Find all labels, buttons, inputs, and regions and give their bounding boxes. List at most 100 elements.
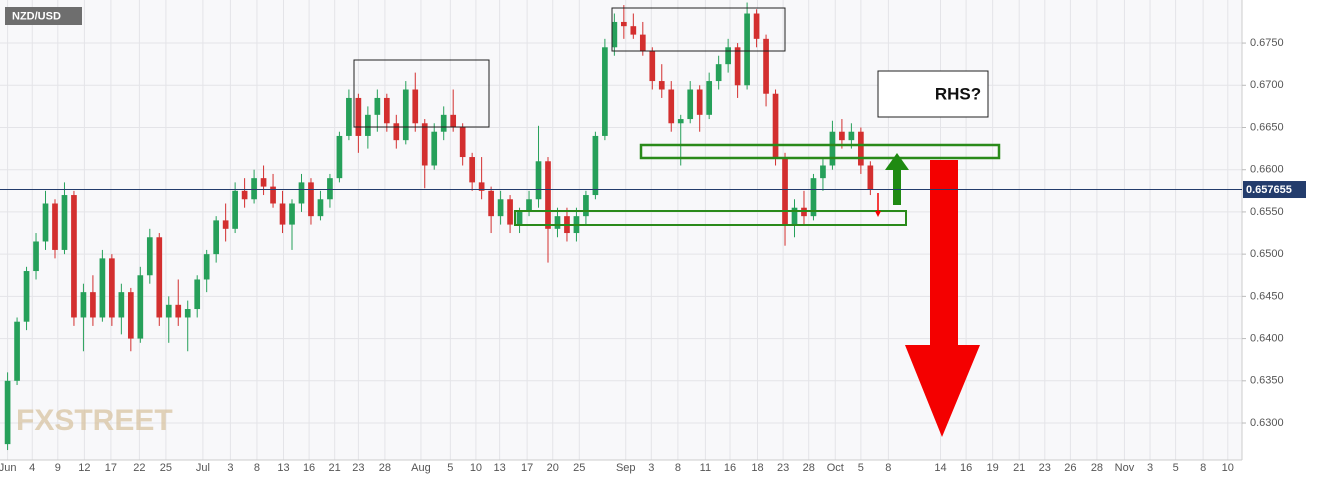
candle-body (42, 203, 49, 242)
candle-body (317, 199, 324, 217)
candle-body (497, 199, 504, 217)
x-tick-label: 12 (78, 462, 90, 474)
y-tick-label: 0.6400 (1250, 332, 1284, 344)
x-tick-label: 8 (1200, 462, 1206, 474)
x-tick-label: Aug (411, 462, 431, 474)
candle-body (260, 178, 267, 187)
candle-body (99, 258, 106, 318)
x-tick-label: 3 (1147, 462, 1153, 474)
candle-body (820, 165, 826, 179)
candle-body (763, 38, 769, 94)
candle-body (251, 178, 257, 200)
candle-body (109, 258, 115, 318)
candle-body (839, 131, 845, 141)
candle-body (431, 131, 438, 166)
x-tick-label: 16 (724, 462, 736, 474)
y-tick-label: 0.6750 (1250, 37, 1284, 49)
candle-body (52, 203, 58, 250)
x-tick-label: 5 (1173, 462, 1179, 474)
candle-body (639, 34, 646, 52)
arrow-shaft (893, 168, 901, 205)
x-tick-label: 8 (885, 462, 891, 474)
candle-body (156, 237, 163, 318)
chart-title: NZD/USD (12, 10, 61, 22)
last-price-label: 0.657655 (1246, 184, 1292, 196)
x-tick-label: 5 (447, 462, 453, 474)
candle-body (867, 165, 874, 190)
arrow-shaft (930, 160, 958, 346)
x-tick-label: Sep (616, 462, 636, 474)
x-tick-label: 17 (521, 462, 533, 474)
x-tick-label: 23 (777, 462, 789, 474)
x-tick-label: 16 (303, 462, 315, 474)
candle-body (725, 47, 731, 65)
x-tick-label: 28 (1091, 462, 1103, 474)
x-tick-label: 20 (547, 462, 559, 474)
x-tick-label: 10 (470, 462, 482, 474)
candle-body (810, 178, 817, 217)
candle-body (440, 114, 447, 132)
candle-body (412, 89, 419, 124)
annotation-text: RHS? (935, 84, 981, 103)
candle-body (630, 26, 637, 35)
x-tick-label: 4 (29, 462, 35, 474)
candle-body (203, 254, 210, 280)
x-tick-label: 5 (858, 462, 864, 474)
x-tick-label: 9 (55, 462, 61, 474)
candle-body (270, 186, 276, 204)
candle-body (459, 127, 466, 158)
candle-body (772, 93, 779, 158)
y-tick-label: 0.6350 (1250, 375, 1284, 387)
arrow-head (875, 211, 881, 217)
candle-body (469, 157, 475, 183)
y-tick-label: 0.6300 (1250, 417, 1284, 429)
candle-body (71, 195, 77, 318)
candle-body (383, 97, 390, 124)
candle-body (782, 157, 788, 225)
candle-body (535, 161, 542, 200)
candle-body (298, 182, 305, 204)
candle-body (146, 237, 153, 276)
arrow-head (885, 153, 909, 170)
plot-background (0, 0, 1242, 460)
x-tick-label: Oct (827, 462, 844, 474)
candle-body (374, 97, 381, 115)
candle-body (118, 292, 125, 318)
candle-body (355, 97, 362, 136)
candle-body (222, 220, 229, 229)
candle-body (848, 131, 855, 141)
candle-body (592, 135, 599, 196)
candle-body (336, 135, 343, 179)
x-tick-label: 23 (352, 462, 364, 474)
x-tick-label: 16 (960, 462, 972, 474)
candle-body (365, 114, 371, 136)
candle-body (753, 13, 760, 39)
candle-body (327, 178, 333, 200)
symbol-box (5, 7, 82, 25)
candle-body (545, 161, 551, 229)
x-tick-label: 22 (133, 462, 145, 474)
candle-body (526, 199, 532, 212)
candle-body (516, 211, 523, 225)
support-zone (639, 143, 1001, 160)
x-tick-label: 17 (105, 462, 117, 474)
y-tick-label: 0.6450 (1250, 290, 1284, 302)
y-tick-label: 0.6600 (1250, 164, 1284, 176)
candle-body (583, 195, 589, 217)
y-tick-label: 0.6500 (1250, 248, 1284, 260)
candle-body (858, 131, 864, 166)
candle-body (507, 199, 513, 225)
candle-body (696, 89, 703, 115)
x-tick-label: 14 (934, 462, 946, 474)
candles (4, 2, 874, 451)
candle-body (241, 190, 248, 200)
support-zone (514, 210, 907, 226)
watermark: FXSTREET (16, 404, 173, 437)
x-tick-label: 10 (1222, 462, 1234, 474)
candle-body (33, 241, 39, 272)
candle-body (611, 21, 618, 48)
arrow-head (905, 345, 980, 437)
candle-body (23, 271, 30, 322)
candle-body (621, 21, 627, 27)
